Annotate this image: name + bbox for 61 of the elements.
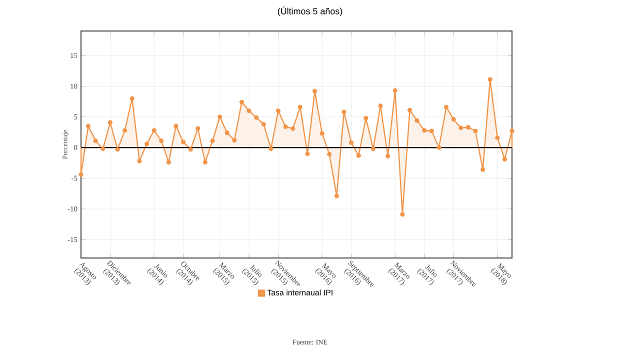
point <box>144 142 150 146</box>
point <box>246 108 252 114</box>
point <box>349 140 354 145</box>
point <box>100 146 106 152</box>
point <box>364 116 368 120</box>
point <box>458 126 464 130</box>
point <box>488 77 492 82</box>
point <box>342 110 346 114</box>
point <box>320 131 324 136</box>
point <box>510 128 514 134</box>
point <box>108 120 113 125</box>
point <box>436 145 442 150</box>
point <box>414 118 420 123</box>
point <box>370 146 376 152</box>
point <box>239 100 244 104</box>
point <box>429 128 434 134</box>
point <box>466 125 470 130</box>
point <box>86 124 91 128</box>
point <box>283 124 288 129</box>
point <box>312 88 318 94</box>
point <box>232 138 237 142</box>
point <box>334 194 339 198</box>
point <box>356 153 361 158</box>
point <box>115 147 120 152</box>
point <box>152 128 156 133</box>
point <box>392 88 398 93</box>
point <box>166 160 171 165</box>
point <box>276 108 281 114</box>
point <box>180 140 186 144</box>
point <box>495 135 500 140</box>
point <box>122 128 128 133</box>
point <box>159 138 164 144</box>
point <box>378 104 383 108</box>
point <box>224 130 230 136</box>
point <box>290 126 296 131</box>
point <box>480 167 486 172</box>
point <box>400 212 405 217</box>
point <box>407 108 412 112</box>
point <box>188 147 193 152</box>
point <box>202 160 208 165</box>
point <box>327 152 332 157</box>
chart-title: (Últimos 5 años) <box>278 6 342 16</box>
point <box>93 138 98 144</box>
point <box>386 154 390 158</box>
point <box>473 128 478 134</box>
point <box>196 126 200 131</box>
point <box>137 158 142 164</box>
point <box>210 138 215 144</box>
point <box>502 156 507 162</box>
point <box>298 104 302 110</box>
point <box>444 104 449 110</box>
point <box>305 151 310 156</box>
point <box>130 96 134 101</box>
point <box>78 172 84 177</box>
point <box>174 124 178 128</box>
point <box>218 114 222 120</box>
point <box>422 128 427 133</box>
point <box>261 122 266 127</box>
point <box>451 117 456 122</box>
point <box>268 146 274 152</box>
point <box>254 115 259 120</box>
